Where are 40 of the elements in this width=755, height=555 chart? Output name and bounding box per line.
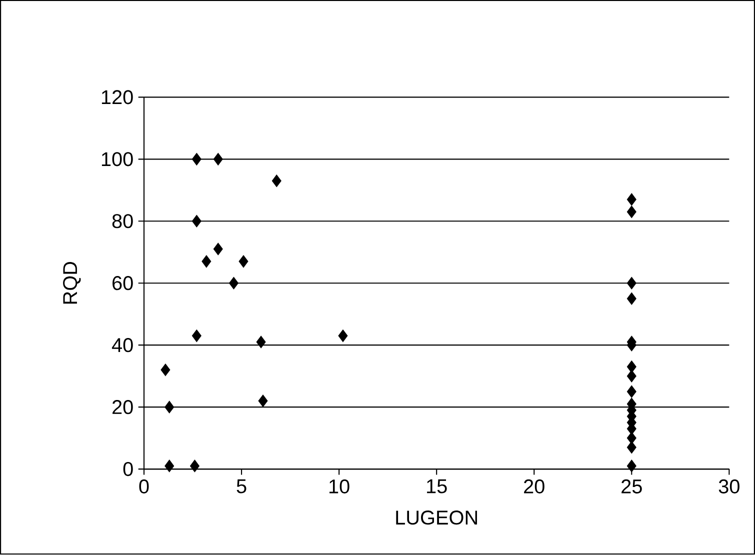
y-axis-title: RQD (63, 262, 81, 304)
point (238, 255, 248, 268)
point (626, 193, 636, 206)
point (338, 330, 348, 342)
point (160, 364, 170, 376)
x-axis-title: LUGEON (396, 510, 477, 525)
x-tick-label: 25 (622, 480, 642, 494)
x-tick-label: 20 (524, 480, 544, 494)
point (228, 277, 238, 290)
point (626, 277, 636, 290)
point (256, 336, 266, 348)
point (626, 370, 636, 383)
point (192, 215, 202, 228)
point (164, 460, 174, 472)
x-tick-label: 15 (427, 480, 447, 494)
point (258, 394, 268, 408)
point (192, 330, 202, 342)
y-tick-label: 80 (112, 214, 133, 228)
point (190, 460, 200, 472)
point (202, 255, 212, 268)
point (272, 174, 282, 188)
point (626, 460, 636, 472)
point (626, 441, 636, 454)
x-tick-label: 5 (236, 480, 246, 494)
y-tick-label: 60 (112, 276, 133, 290)
point (213, 243, 223, 256)
point (626, 206, 636, 218)
point (626, 292, 636, 306)
point (164, 401, 174, 414)
x-tick-label: 0 (139, 480, 149, 494)
point (213, 153, 223, 166)
y-tick-label: 0 (123, 462, 133, 476)
point (192, 153, 202, 166)
y-tick-label: 100 (102, 152, 133, 166)
x-tick-label: 10 (330, 480, 350, 494)
y-tick-label: 20 (112, 400, 133, 414)
point (626, 386, 636, 398)
y-tick-label: 40 (112, 338, 133, 352)
x-tick-label: 30 (718, 480, 740, 494)
y-tick-label: 120 (102, 90, 133, 104)
